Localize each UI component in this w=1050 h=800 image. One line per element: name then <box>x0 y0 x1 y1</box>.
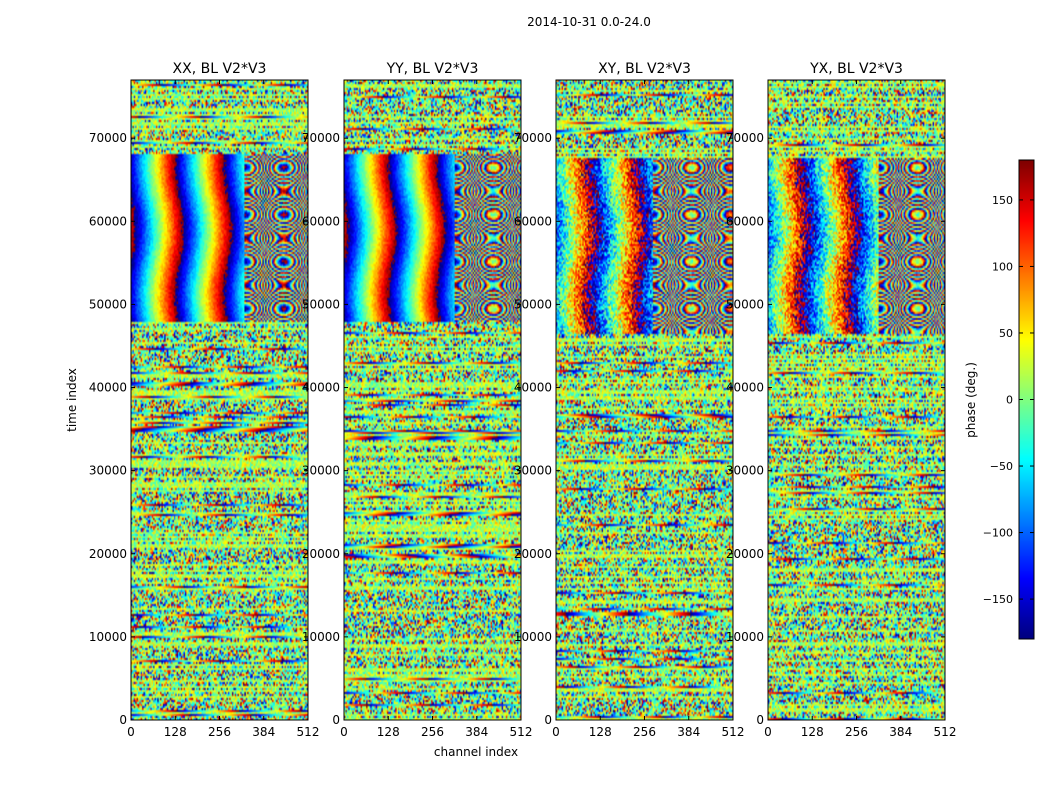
y-tick-label: 0 <box>332 713 340 727</box>
panel-title-3: YX, BL V2*V3 <box>809 61 903 77</box>
x-tick-label: 512 <box>934 725 957 739</box>
colorbar-label: phase (deg.) <box>964 362 978 438</box>
heatmap-image-0 <box>131 80 308 720</box>
y-tick-label: 70000 <box>514 131 552 145</box>
y-tick-label: 0 <box>756 713 764 727</box>
y-tick-label: 60000 <box>726 214 764 228</box>
y-axis-label: time index <box>65 368 79 432</box>
panel-title-0: XX, BL V2*V3 <box>173 61 267 77</box>
y-tick-label: 20000 <box>89 547 127 561</box>
y-tick-label: 70000 <box>726 131 764 145</box>
heatmap-image-2 <box>556 80 733 720</box>
x-tick-label: 256 <box>421 725 444 739</box>
y-tick-label: 30000 <box>726 464 764 478</box>
y-tick-label: 10000 <box>514 630 552 644</box>
colorbar-tick-label: −100 <box>983 527 1013 540</box>
y-tick-label: 30000 <box>302 464 340 478</box>
y-tick-label: 20000 <box>514 547 552 561</box>
x-axis-label: channel index <box>434 745 518 759</box>
x-tick-label: 512 <box>722 725 745 739</box>
colorbar-tick-label: 150 <box>992 194 1013 207</box>
panel-3: YX, BL V2*V3 0 128 256 384 512 0 10000 20000 3000… <box>726 61 957 739</box>
colorbar-gradient <box>1019 160 1034 639</box>
x-tick-label: 384 <box>677 725 700 739</box>
x-tick-label: 256 <box>845 725 868 739</box>
x-tick-label: 128 <box>377 725 400 739</box>
y-tick-label: 10000 <box>89 630 127 644</box>
y-tick-label: 60000 <box>89 214 127 228</box>
y-tick-label: 50000 <box>302 297 340 311</box>
x-tick-label: 384 <box>889 725 912 739</box>
x-tick-label: 384 <box>252 725 275 739</box>
y-tick-label: 50000 <box>514 297 552 311</box>
y-tick-label: 20000 <box>726 547 764 561</box>
x-tick-label: 0 <box>127 725 135 739</box>
y-tick-label: 40000 <box>89 381 127 395</box>
panels-group: XX, BL V2*V3 0 128 256 384 512 0 10000 20000 3000… <box>89 61 957 739</box>
y-tick-label: 50000 <box>89 297 127 311</box>
y-tick-label: 50000 <box>726 297 764 311</box>
y-tick-label: 30000 <box>89 464 127 478</box>
y-tick-label: 30000 <box>514 464 552 478</box>
y-tick-label: 70000 <box>89 131 127 145</box>
x-tick-label: 0 <box>552 725 560 739</box>
y-tick-label: 40000 <box>302 381 340 395</box>
y-tick-label: 0 <box>119 713 127 727</box>
panel-1: YY, BL V2*V3 0 128 256 384 512 0 10000 20000 3000… <box>302 61 533 739</box>
y-tick-label: 40000 <box>514 381 552 395</box>
colorbar-tick-label: −150 <box>983 593 1013 606</box>
colorbar: −150 −100 −50 0 50 100 150 phase (deg.) <box>964 159 1035 640</box>
x-tick-label: 128 <box>801 725 824 739</box>
x-tick-label: 512 <box>297 725 320 739</box>
figure-suptitle: 2014-10-31 0.0-24.0 <box>527 15 651 29</box>
x-tick-label: 384 <box>465 725 488 739</box>
y-tick-label: 60000 <box>514 214 552 228</box>
panel-title-1: YY, BL V2*V3 <box>386 61 479 77</box>
x-tick-label: 0 <box>764 725 772 739</box>
x-tick-label: 256 <box>633 725 656 739</box>
colorbar-tick-label: 100 <box>992 260 1013 273</box>
y-tick-label: 10000 <box>302 630 340 644</box>
y-tick-label: 0 <box>544 713 552 727</box>
y-tick-label: 40000 <box>726 381 764 395</box>
colorbar-tick-label: 0 <box>1006 394 1013 407</box>
x-tick-label: 128 <box>164 725 187 739</box>
y-tick-label: 10000 <box>726 630 764 644</box>
y-tick-label: 60000 <box>302 214 340 228</box>
panel-0: XX, BL V2*V3 0 128 256 384 512 0 10000 20000 3000… <box>89 61 320 739</box>
x-tick-label: 128 <box>589 725 612 739</box>
y-tick-label: 70000 <box>302 131 340 145</box>
x-tick-label: 512 <box>510 725 533 739</box>
y-tick-label: 20000 <box>302 547 340 561</box>
colorbar-tick-label: 50 <box>999 327 1013 340</box>
x-tick-label: 256 <box>208 725 231 739</box>
panel-2: XY, BL V2*V3 0 128 256 384 512 0 10000 20000 3000… <box>514 61 745 739</box>
heatmap-image-3 <box>768 80 945 720</box>
x-tick-label: 0 <box>340 725 348 739</box>
panel-title-2: XY, BL V2*V3 <box>598 61 691 77</box>
colorbar-tick-label: −50 <box>990 460 1013 473</box>
heatmap-image-1 <box>344 80 521 720</box>
